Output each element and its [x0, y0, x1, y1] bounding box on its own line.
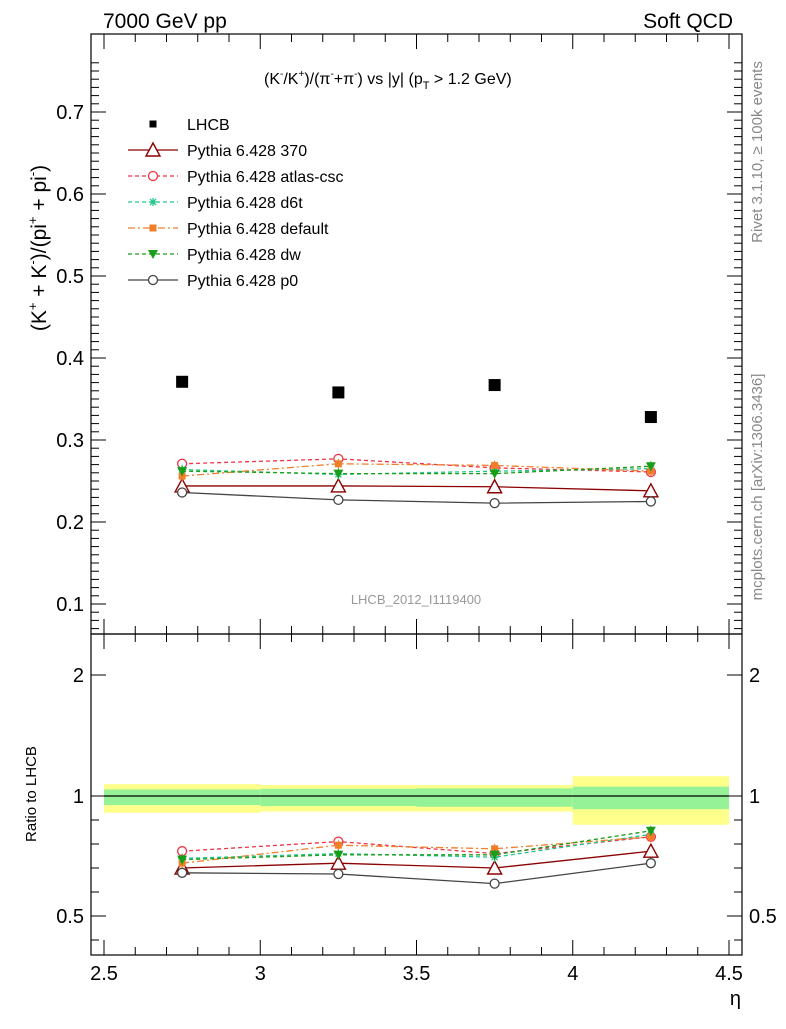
ratio-data-point [491, 845, 499, 853]
main-data-point [176, 487, 188, 498]
ratio-y-tick-label-right: 0.5 [749, 906, 777, 928]
x-tick-label: 3 [255, 963, 266, 985]
legend-entry-label: Pythia 6.428 default [187, 221, 329, 238]
ratio-series-line [182, 862, 651, 885]
main-data-point [488, 379, 501, 392]
main-data-point [644, 411, 657, 424]
ratio-y-tick-label: 2 [73, 665, 84, 687]
main-y-tick-label: 0.5 [56, 266, 84, 288]
ratio-y-axis-label: Ratio to LHCB [23, 746, 40, 842]
main-data-series [173, 375, 660, 509]
legend-marker [144, 141, 162, 157]
legend-entry-label: Pythia 6.428 p0 [187, 273, 298, 290]
analysis-watermark: LHCB_2012_I1119400 [351, 592, 481, 607]
ratio-data-point [486, 859, 503, 875]
legend-entry-label: LHCB [187, 117, 230, 134]
ratio-data-point [177, 855, 188, 865]
main-y-axis: 0.1 0.2 0.3 0.4 0.5 0.6 0.7 [56, 62, 742, 630]
ratio-data-point [333, 850, 344, 860]
main-series-line [182, 485, 651, 492]
x-tick-label: 4 [567, 963, 578, 985]
ratio-y-tick-label-right: 2 [749, 665, 760, 687]
main-data-point [333, 469, 344, 479]
ratio-data-series [173, 825, 660, 889]
main-y-tick-label: 0.1 [56, 594, 84, 616]
main-y-tick-label: 0.6 [56, 184, 84, 206]
main-data-point [334, 460, 342, 468]
main-data-point [489, 497, 500, 509]
x-tick-label: 2.5 [90, 963, 118, 985]
legend-marker [148, 250, 158, 259]
main-data-point [491, 461, 499, 469]
ratio-x-axis: 2.5 3 3.5 4 4.5 [90, 634, 743, 985]
legend-entry-label: Pythia 6.428 d6t [187, 195, 303, 212]
legend-marker [149, 224, 157, 232]
ratio-data-point [647, 833, 655, 841]
ratio-data-point [645, 858, 657, 869]
ratio-inner-band [260, 788, 417, 807]
ratio-y-tick-label-right: 1 [749, 786, 760, 808]
main-data-point [330, 477, 347, 493]
ratio-data-point [642, 842, 660, 858]
mcplots-label: mcplots.cern.ch [arXiv:1306.3436] [749, 374, 766, 601]
main-data-point [489, 469, 500, 479]
header-right: Soft QCD [643, 10, 733, 33]
main-data-point [645, 462, 656, 472]
header-left: 7000 GeV pp [103, 10, 227, 33]
main-series-line [182, 463, 651, 477]
main-data-point [645, 496, 657, 507]
main-data-point [176, 375, 189, 388]
ratio-series-line [182, 836, 651, 864]
main-data-point [486, 478, 503, 494]
main-data-point [333, 494, 344, 506]
main-data-point [332, 386, 345, 399]
legend-entry-label: Pythia 6.428 dw [187, 247, 301, 264]
ratio-y-axis: 0.5 0.5 1 1 2 2 [56, 665, 777, 941]
ratio-y-tick-label: 0.5 [56, 906, 84, 928]
ratio-inner-band [104, 789, 261, 806]
main-y-tick-label: 0.3 [56, 430, 84, 452]
main-y-tick-label: 0.4 [56, 348, 84, 370]
main-x-axis-ticks [103, 34, 730, 634]
ratio-y-tick-label: 1 [73, 786, 84, 808]
legend-entry-label: Pythia 6.428 atlas-csc [187, 169, 344, 186]
legend-marker [149, 120, 157, 128]
ratio-data-point [333, 868, 344, 880]
main-series-line [182, 491, 651, 504]
main-data-point [177, 467, 188, 477]
main-series-line [182, 465, 651, 475]
x-tick-label: 4.5 [715, 963, 743, 985]
rivet-label: Rivet 3.1.10, ≥ 100k events [749, 61, 766, 243]
ratio-series-line [182, 830, 651, 861]
legend-entry-label: Pythia 6.428 370 [187, 143, 307, 160]
ratio-data-point [645, 826, 656, 836]
ratio-series-line [182, 850, 651, 869]
main-series-line [182, 458, 651, 473]
main-y-tick-label: 0.7 [56, 102, 84, 124]
main-y-tick-label: 0.2 [56, 512, 84, 534]
x-tick-label: 3.5 [403, 963, 431, 985]
ratio-data-point [334, 841, 342, 849]
ratio-data-point [176, 867, 188, 878]
ratio-inner-band [416, 788, 573, 807]
legend-marker [147, 170, 159, 182]
legend-marker [147, 274, 159, 286]
legend: LHCB Pythia 6.428 370 Pythia 6.428 atlas-c… [128, 117, 344, 290]
legend-marker [149, 198, 157, 206]
x-axis-label: η [730, 988, 741, 1010]
main-plot-title: (K-/K+)/(π-+π-) vs |y| (pT > 1.2 GeV) [264, 69, 512, 92]
main-y-axis-label: (K+ + K-)/(pi+ + pi-) [25, 165, 51, 331]
ratio-uncertainty-bands [104, 776, 729, 825]
ratio-data-point [489, 850, 500, 860]
ratio-inner-band [572, 786, 729, 810]
ratio-data-point [489, 878, 500, 889]
